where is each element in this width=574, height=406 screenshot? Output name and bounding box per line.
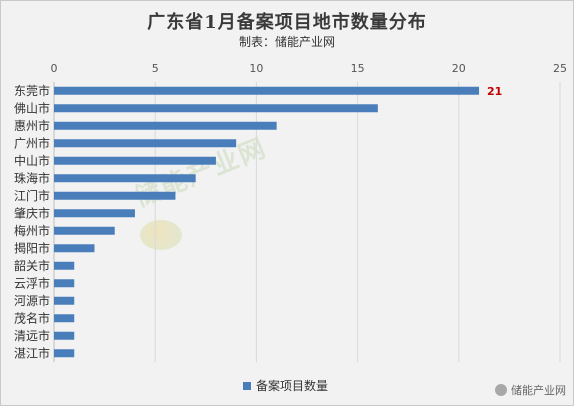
category-label: 云浮市 <box>14 275 50 290</box>
legend-label: 备案项目数量 <box>256 379 329 393</box>
bar <box>54 261 75 270</box>
bar <box>54 349 75 358</box>
x-tick-label: 15 <box>351 62 365 75</box>
x-tick-label: 0 <box>51 62 58 75</box>
category-label: 广州市 <box>14 135 50 150</box>
category-label: 佛山市 <box>14 100 50 115</box>
x-tick-label: 10 <box>249 62 263 75</box>
category-label: 河源市 <box>14 293 50 308</box>
category-label: 茂名市 <box>14 310 50 325</box>
category-label: 揭阳市 <box>14 240 50 255</box>
chart-subtitle: 制表：储能产业网 <box>238 35 335 49</box>
legend-swatch <box>243 381 251 390</box>
category-label: 梅州市 <box>14 223 50 238</box>
bar <box>54 331 75 340</box>
bar <box>54 279 75 288</box>
x-tick-label: 20 <box>452 62 466 75</box>
bar <box>54 244 95 253</box>
category-label: 清远市 <box>14 328 50 343</box>
legend: 备案项目数量 <box>243 377 328 394</box>
bar <box>54 121 277 130</box>
bar <box>54 156 216 165</box>
category-label: 湛江市 <box>14 345 50 360</box>
x-tick-label: 5 <box>152 62 159 75</box>
category-label: 珠海市 <box>14 170 50 185</box>
bar <box>54 209 135 218</box>
bar <box>54 104 378 113</box>
x-tick-label: 25 <box>553 62 567 75</box>
bar <box>54 139 237 148</box>
category-label: 中山市 <box>14 153 50 168</box>
category-label: 江门市 <box>14 188 50 203</box>
bar <box>54 174 196 183</box>
bar <box>54 226 115 235</box>
footer-logo-text: 储能产业网 <box>511 384 566 397</box>
category-label: 韶关市 <box>14 258 50 273</box>
category-label: 东莞市 <box>14 83 50 98</box>
category-label: 肇庆市 <box>14 205 50 220</box>
data-label: 21 <box>487 85 502 98</box>
bar <box>54 86 480 95</box>
watermark-leaf-icon <box>140 220 182 250</box>
category-label: 惠州市 <box>14 118 50 133</box>
footer-logo: 储能产业网 <box>495 382 566 398</box>
bar <box>54 314 75 323</box>
logo-icon <box>495 384 507 396</box>
chart-title: 广东省1月备案项目地市数量分布 <box>147 12 427 33</box>
bar <box>54 191 176 200</box>
bar <box>54 296 75 305</box>
